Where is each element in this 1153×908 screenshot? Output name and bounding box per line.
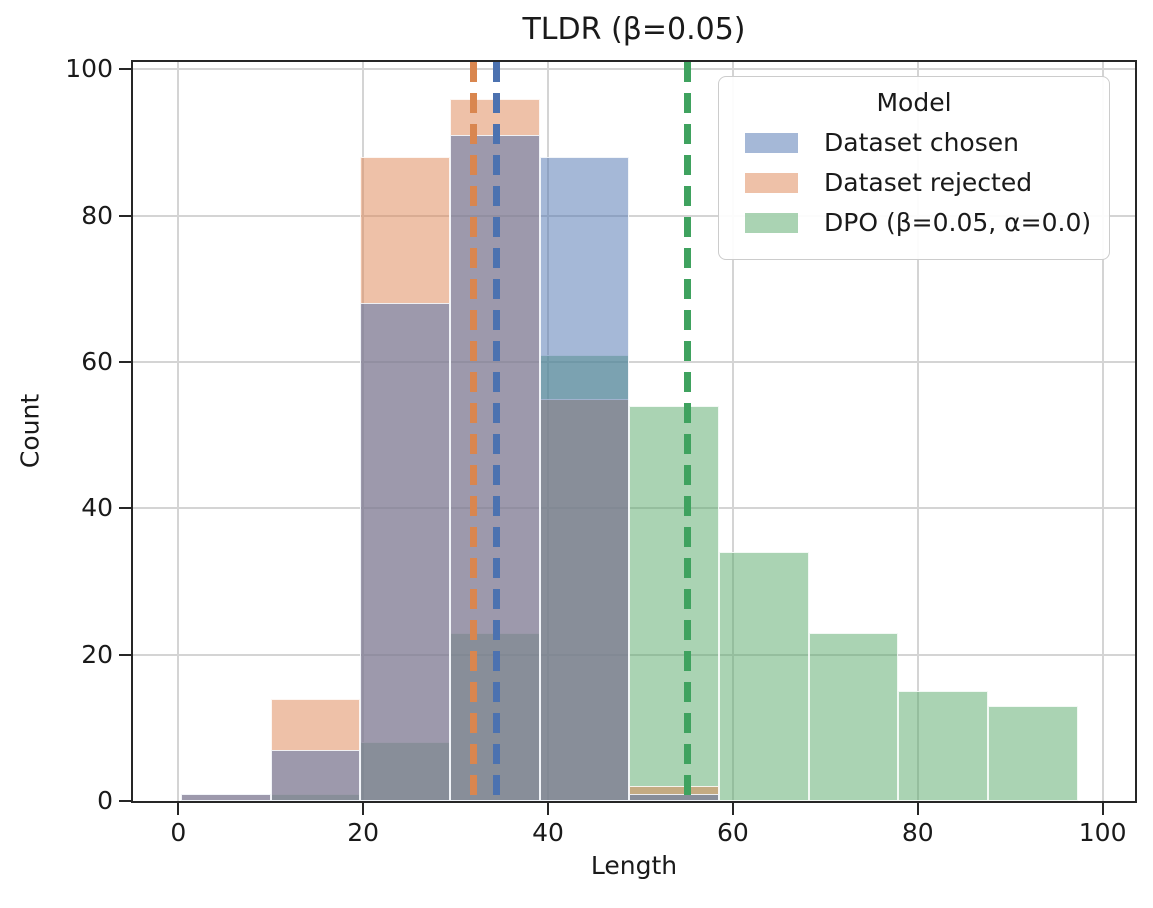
x-tick-0 (177, 803, 180, 815)
x-tick-80 (916, 803, 919, 815)
x-tick-100 (1101, 803, 1104, 815)
x-tick-label-60: 60 (716, 818, 749, 847)
legend-label-chosen: Dataset chosen (824, 128, 1019, 157)
bar-dpo-bin5 (629, 405, 720, 801)
gridline-y-100 (133, 68, 1135, 71)
bar-chosen-bin0 (181, 793, 271, 801)
bar-dpo-bin8 (898, 691, 989, 801)
legend-item-rejected: Dataset rejected (745, 167, 1109, 198)
legend-swatch-rejected (745, 172, 798, 193)
x-axis-label: Length (590, 851, 678, 880)
y-tick-40 (119, 507, 131, 510)
legend-swatch-dpo (745, 212, 798, 233)
legend-item-dpo: DPO (β=0.05, α=0.0) (745, 207, 1109, 238)
x-tick-label-40: 40 (532, 818, 564, 847)
legend-label-rejected: Dataset rejected (824, 168, 1033, 197)
gridline-x-60 (731, 62, 734, 801)
bar-chosen-bin5 (629, 793, 720, 801)
y-tick-80 (119, 214, 131, 217)
x-tick-label-20: 20 (347, 818, 380, 847)
y-tick-label-100: 100 (65, 54, 113, 84)
legend-title: Model (876, 88, 952, 117)
bar-dpo-bin6 (719, 552, 809, 801)
y-tick-60 (119, 360, 131, 363)
legend-item-chosen: Dataset chosen (745, 127, 1109, 158)
legend-swatch-chosen (745, 132, 798, 153)
gridline-x-0 (177, 62, 180, 801)
bar-chosen-bin2 (360, 303, 451, 801)
gridline-y-60 (133, 360, 1135, 363)
x-tick-label-0: 0 (170, 818, 187, 847)
gridline-y-80 (133, 214, 1135, 217)
gridline-x-80 (916, 62, 919, 801)
y-tick-label-80: 80 (81, 200, 113, 230)
y-tick-20 (119, 653, 131, 656)
chart-title: TLDR (β=0.05) (522, 12, 746, 47)
bar-chosen-bin4 (539, 157, 630, 801)
bar-dpo-bin7 (808, 632, 899, 801)
x-tick-20 (362, 803, 365, 815)
x-tick-60 (731, 803, 734, 815)
y-tick-0 (119, 800, 131, 802)
x-tick-label-100: 100 (1078, 818, 1127, 847)
x-tick-40 (547, 803, 550, 815)
y-tick-label-40: 40 (81, 493, 113, 523)
mean-line-rejected (469, 62, 477, 801)
gridline-x-100 (1101, 62, 1104, 801)
x-tick-label-80: 80 (901, 818, 934, 847)
legend: Model Dataset chosen Dataset rejected DP… (718, 76, 1110, 260)
y-tick-100 (119, 68, 131, 71)
mean-line-dpo (684, 62, 692, 801)
y-tick-label-0: 0 (97, 786, 113, 815)
legend-label-dpo: DPO (β=0.05, α=0.0) (824, 208, 1092, 237)
y-tick-label-60: 60 (81, 346, 113, 376)
y-tick-label-20: 20 (81, 639, 113, 669)
y-axis-label: Count (15, 393, 45, 469)
mean-line-chosen (492, 62, 500, 801)
bar-chosen-bin1 (270, 749, 361, 801)
bar-dpo-bin9 (988, 705, 1078, 801)
